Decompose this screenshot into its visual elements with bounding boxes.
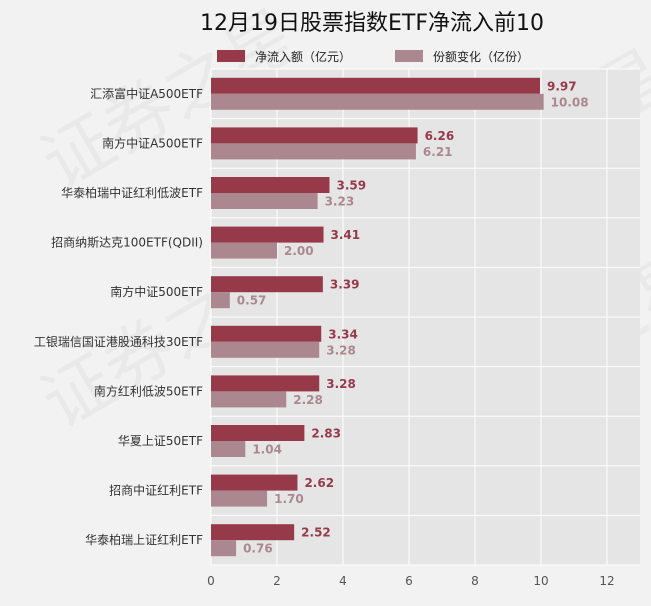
- category-labels-group: 汇添富中证A500ETF 南方中证A500ETF 华泰柏瑞中证红利低波ETF 招商纳斯…: [34, 86, 203, 547]
- legend-label-share-change: 份额变化（亿份）: [433, 49, 529, 64]
- bar-net-inflow: [211, 474, 298, 491]
- bar-net-inflow: [211, 77, 541, 94]
- category-label: 华泰柏瑞上证红利ETF: [85, 532, 203, 547]
- bar-share-change: [211, 490, 268, 507]
- x-tick-label: 4: [339, 574, 347, 588]
- value-label-net-inflow: 3.28: [326, 377, 356, 391]
- value-label-share-change: 0.76: [243, 542, 273, 556]
- x-tick-labels-group: 0 2 4 6 8 10 12: [207, 574, 614, 588]
- bar-share-change: [211, 292, 230, 309]
- category-label: 招商纳斯达克100ETF(QDII): [51, 235, 203, 250]
- x-tick-label: 8: [471, 574, 479, 588]
- category-label: 汇添富中证A500ETF: [90, 86, 203, 101]
- bar-net-inflow: [211, 375, 320, 392]
- category-label: 南方中证A500ETF: [102, 135, 203, 150]
- bar-share-change: [211, 242, 277, 259]
- value-label-net-inflow: 3.41: [331, 228, 361, 242]
- bar-share-change: [211, 193, 318, 209]
- value-label-share-change: 1.04: [252, 443, 282, 457]
- legend-label-net-inflow: 净流入额（亿元）: [255, 49, 351, 64]
- x-tick-label: 6: [405, 574, 413, 588]
- category-label: 招商中证红利ETF: [109, 483, 203, 498]
- value-label-net-inflow: 3.39: [330, 278, 360, 292]
- legend-swatch-net-inflow: [217, 50, 245, 62]
- bar-share-change: [211, 341, 320, 358]
- bar-share-change: [211, 93, 544, 110]
- bar-net-inflow: [211, 276, 323, 293]
- bar-share-change: [211, 143, 416, 160]
- value-label-share-change: 10.08: [551, 95, 589, 109]
- value-label-net-inflow: 3.59: [336, 179, 366, 193]
- bar-net-inflow: [211, 177, 330, 193]
- legend-swatch-share-change: [395, 50, 423, 62]
- x-tick-label: 12: [599, 574, 614, 588]
- category-label: 华泰柏瑞中证红利低波ETF: [61, 185, 203, 200]
- category-label: 南方红利低波50ETF: [94, 383, 203, 398]
- x-tick-label: 0: [207, 574, 215, 588]
- value-label-net-inflow: 3.34: [328, 327, 358, 341]
- value-label-share-change: 1.70: [274, 492, 304, 506]
- bar-net-inflow: [211, 425, 305, 441]
- bar-share-change: [211, 391, 287, 408]
- value-label-share-change: 0.57: [237, 294, 267, 308]
- x-tick-label: 2: [273, 574, 281, 588]
- x-tick-label: 10: [533, 574, 548, 588]
- value-label-net-inflow: 2.52: [301, 526, 331, 540]
- bar-net-inflow: [211, 226, 324, 243]
- bar-net-inflow: [211, 524, 295, 541]
- value-label-share-change: 2.00: [284, 244, 314, 258]
- value-label-share-change: 6.21: [423, 145, 453, 159]
- value-label-net-inflow: 6.26: [425, 129, 455, 143]
- bar-share-change: [211, 441, 246, 457]
- bar-net-inflow: [211, 325, 322, 342]
- chart-title: 12月19日股票指数ETF净流入前10: [200, 11, 544, 36]
- bar-share-change: [211, 540, 237, 557]
- category-label: 南方中证500ETF: [110, 284, 203, 299]
- legend: 净流入额（亿元） 份额变化（亿份）: [217, 49, 529, 64]
- value-label-net-inflow: 2.62: [304, 476, 334, 490]
- value-label-share-change: 2.28: [293, 393, 323, 407]
- category-label: 工银瑞信国证港股通科技30ETF: [34, 335, 203, 349]
- bars-group: [211, 77, 544, 557]
- value-label-share-change: 3.23: [325, 195, 355, 209]
- value-label-net-inflow: 9.97: [547, 79, 577, 93]
- value-label-share-change: 3.28: [326, 343, 356, 357]
- value-labels-group: 9.97 10.08 6.26 6.21 3.59 3.23 3.41 2.00 3.39 0.5…: [237, 79, 589, 555]
- category-label: 华夏上证50ETF: [118, 434, 203, 448]
- value-label-net-inflow: 2.83: [311, 427, 341, 441]
- bar-net-inflow: [211, 127, 418, 144]
